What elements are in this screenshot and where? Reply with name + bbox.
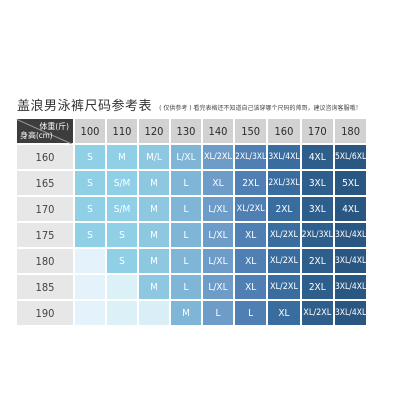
size-cell: S/M: [106, 170, 139, 197]
size-row: 190 M L L XL XL/2XL 3XL/4XL: [17, 300, 369, 327]
size-cell: 2XL/3XL: [267, 170, 302, 197]
size-cell: XL/2XL: [267, 274, 302, 301]
size-cell: L: [234, 300, 269, 327]
page-subtitle: ( 仅供参考 ) 看完表格还不知道自己该穿哪个尺码的帅哥，建议咨询客服哦！: [159, 105, 362, 112]
size-cell: L: [170, 222, 203, 249]
size-row: 165 S S/M M L XL 2XL 2XL/3XL 3XL 5XL: [17, 170, 369, 197]
height-header-cell: 180: [17, 248, 75, 275]
empty-size-cell: [106, 274, 139, 301]
size-cell: M: [138, 222, 171, 249]
size-cell: M: [138, 196, 171, 223]
size-cell: S: [74, 144, 107, 171]
size-cell: M: [138, 170, 171, 197]
weight-header-cell: 130: [170, 119, 203, 145]
weight-header-cell: 160: [267, 119, 302, 145]
size-row: 160 S M M/L L/XL XL/2XL 2XL/3XL 3XL/4XL 4XL 5XL/6…: [17, 144, 369, 171]
size-cell: 2XL/3XL: [300, 222, 335, 249]
size-cell: L: [170, 274, 203, 301]
size-cell: L: [170, 248, 203, 275]
size-cell: S: [106, 222, 139, 249]
size-cell: XL: [234, 222, 269, 249]
empty-size-cell: [106, 300, 139, 327]
size-cell: 2XL: [234, 170, 269, 197]
size-row: 175 S S M L L/XL XL XL/2XL 2XL/3XL 3XL/4XL: [17, 222, 369, 249]
size-cell: XL/2XL: [267, 248, 302, 275]
size-cell: 3XL/4XL: [333, 222, 369, 249]
size-cell: 2XL/3XL: [234, 144, 269, 171]
size-row: 185 M L L/XL XL XL/2XL 2XL 3XL/4XL: [17, 274, 369, 301]
size-cell: XL: [234, 274, 269, 301]
header-row: 体重(斤) 身高(cm) 100 110 120 130 140 150 160 170 180: [16, 119, 369, 145]
size-chart-table: 体重(斤) 身高(cm) 100 110 120 130 140 150 160 170 180 16…: [16, 119, 369, 327]
size-cell: 3XL: [300, 170, 335, 197]
size-cell: 5XL: [333, 170, 369, 197]
size-cell: L/XL: [202, 222, 235, 249]
page-title: 盖浪男泳裤尺码参考表: [17, 99, 153, 114]
height-axis-label: 身高(cm): [20, 131, 53, 140]
size-cell: 2XL: [267, 196, 302, 223]
size-cell: L: [170, 196, 203, 223]
height-header-cell: 165: [17, 170, 75, 197]
weight-header-cell: 140: [202, 119, 235, 145]
size-cell: 3XL/4XL: [333, 300, 369, 327]
size-cell: 4XL: [300, 144, 335, 171]
size-cell: XL: [267, 300, 302, 327]
height-header-cell: 190: [17, 300, 75, 327]
weight-header-cell: 110: [106, 119, 139, 145]
size-cell: 2XL: [300, 248, 335, 275]
size-cell: L: [170, 170, 203, 197]
size-cell: M/L: [138, 144, 171, 171]
size-cell: 3XL/4XL: [333, 248, 369, 275]
weight-header-cell: 100: [74, 119, 107, 145]
height-header-cell: 175: [17, 222, 75, 249]
size-cell: M: [138, 274, 171, 301]
size-cell: 2XL: [300, 274, 335, 301]
size-cell: M: [138, 248, 171, 275]
height-header-cell: 170: [17, 196, 75, 223]
size-cell: 5XL/6XL: [333, 144, 369, 171]
size-cell: XL/2XL: [267, 222, 302, 249]
size-cell: L: [202, 300, 235, 327]
size-cell: S: [106, 248, 139, 275]
size-cell: S/M: [106, 196, 139, 223]
empty-size-cell: [138, 300, 171, 327]
weight-axis-label: 体重(斤): [39, 122, 69, 131]
size-cell: L/XL: [202, 274, 235, 301]
empty-size-cell: [74, 248, 107, 275]
weight-header-cell: 150: [234, 119, 269, 145]
size-cell: XL: [202, 170, 235, 197]
height-header-cell: 160: [17, 144, 75, 171]
empty-size-cell: [74, 274, 107, 301]
corner-header-cell: 体重(斤) 身高(cm): [16, 119, 75, 145]
size-cell: 3XL: [300, 196, 335, 223]
weight-header-cell: 170: [300, 119, 335, 145]
empty-size-cell: [74, 300, 107, 327]
size-cell: L/XL: [202, 196, 235, 223]
size-cell: S: [74, 222, 107, 249]
size-cell: XL: [234, 248, 269, 275]
size-cell: XL/2XL: [300, 300, 335, 327]
size-cell: XL/2XL: [234, 196, 269, 223]
size-cell: L/XL: [170, 144, 203, 171]
size-cell: XL/2XL: [202, 144, 235, 171]
size-chart-body: 体重(斤) 身高(cm) 100 110 120 130 140 150 160 170 180 16…: [16, 119, 369, 327]
size-row: 180 S M L L/XL XL XL/2XL 2XL 3XL/4XL: [17, 248, 369, 275]
size-cell: M: [106, 144, 139, 171]
size-cell: S: [74, 196, 107, 223]
title-row: 盖浪男泳裤尺码参考表 ( 仅供参考 ) 看完表格还不知道自己该穿哪个尺码的帅哥，…: [17, 95, 397, 114]
weight-header-cell: 180: [333, 119, 369, 145]
height-header-cell: 185: [17, 274, 75, 301]
size-cell: L/XL: [202, 248, 235, 275]
weight-header-cell: 120: [138, 119, 171, 145]
size-cell: 3XL/4XL: [267, 144, 302, 171]
size-cell: 3XL/4XL: [333, 274, 369, 301]
size-cell: S: [74, 170, 107, 197]
size-row: 170 S S/M M L L/XL XL/2XL 2XL 3XL 4XL: [17, 196, 369, 223]
size-cell: M: [170, 300, 203, 327]
size-cell: 4XL: [333, 196, 369, 223]
